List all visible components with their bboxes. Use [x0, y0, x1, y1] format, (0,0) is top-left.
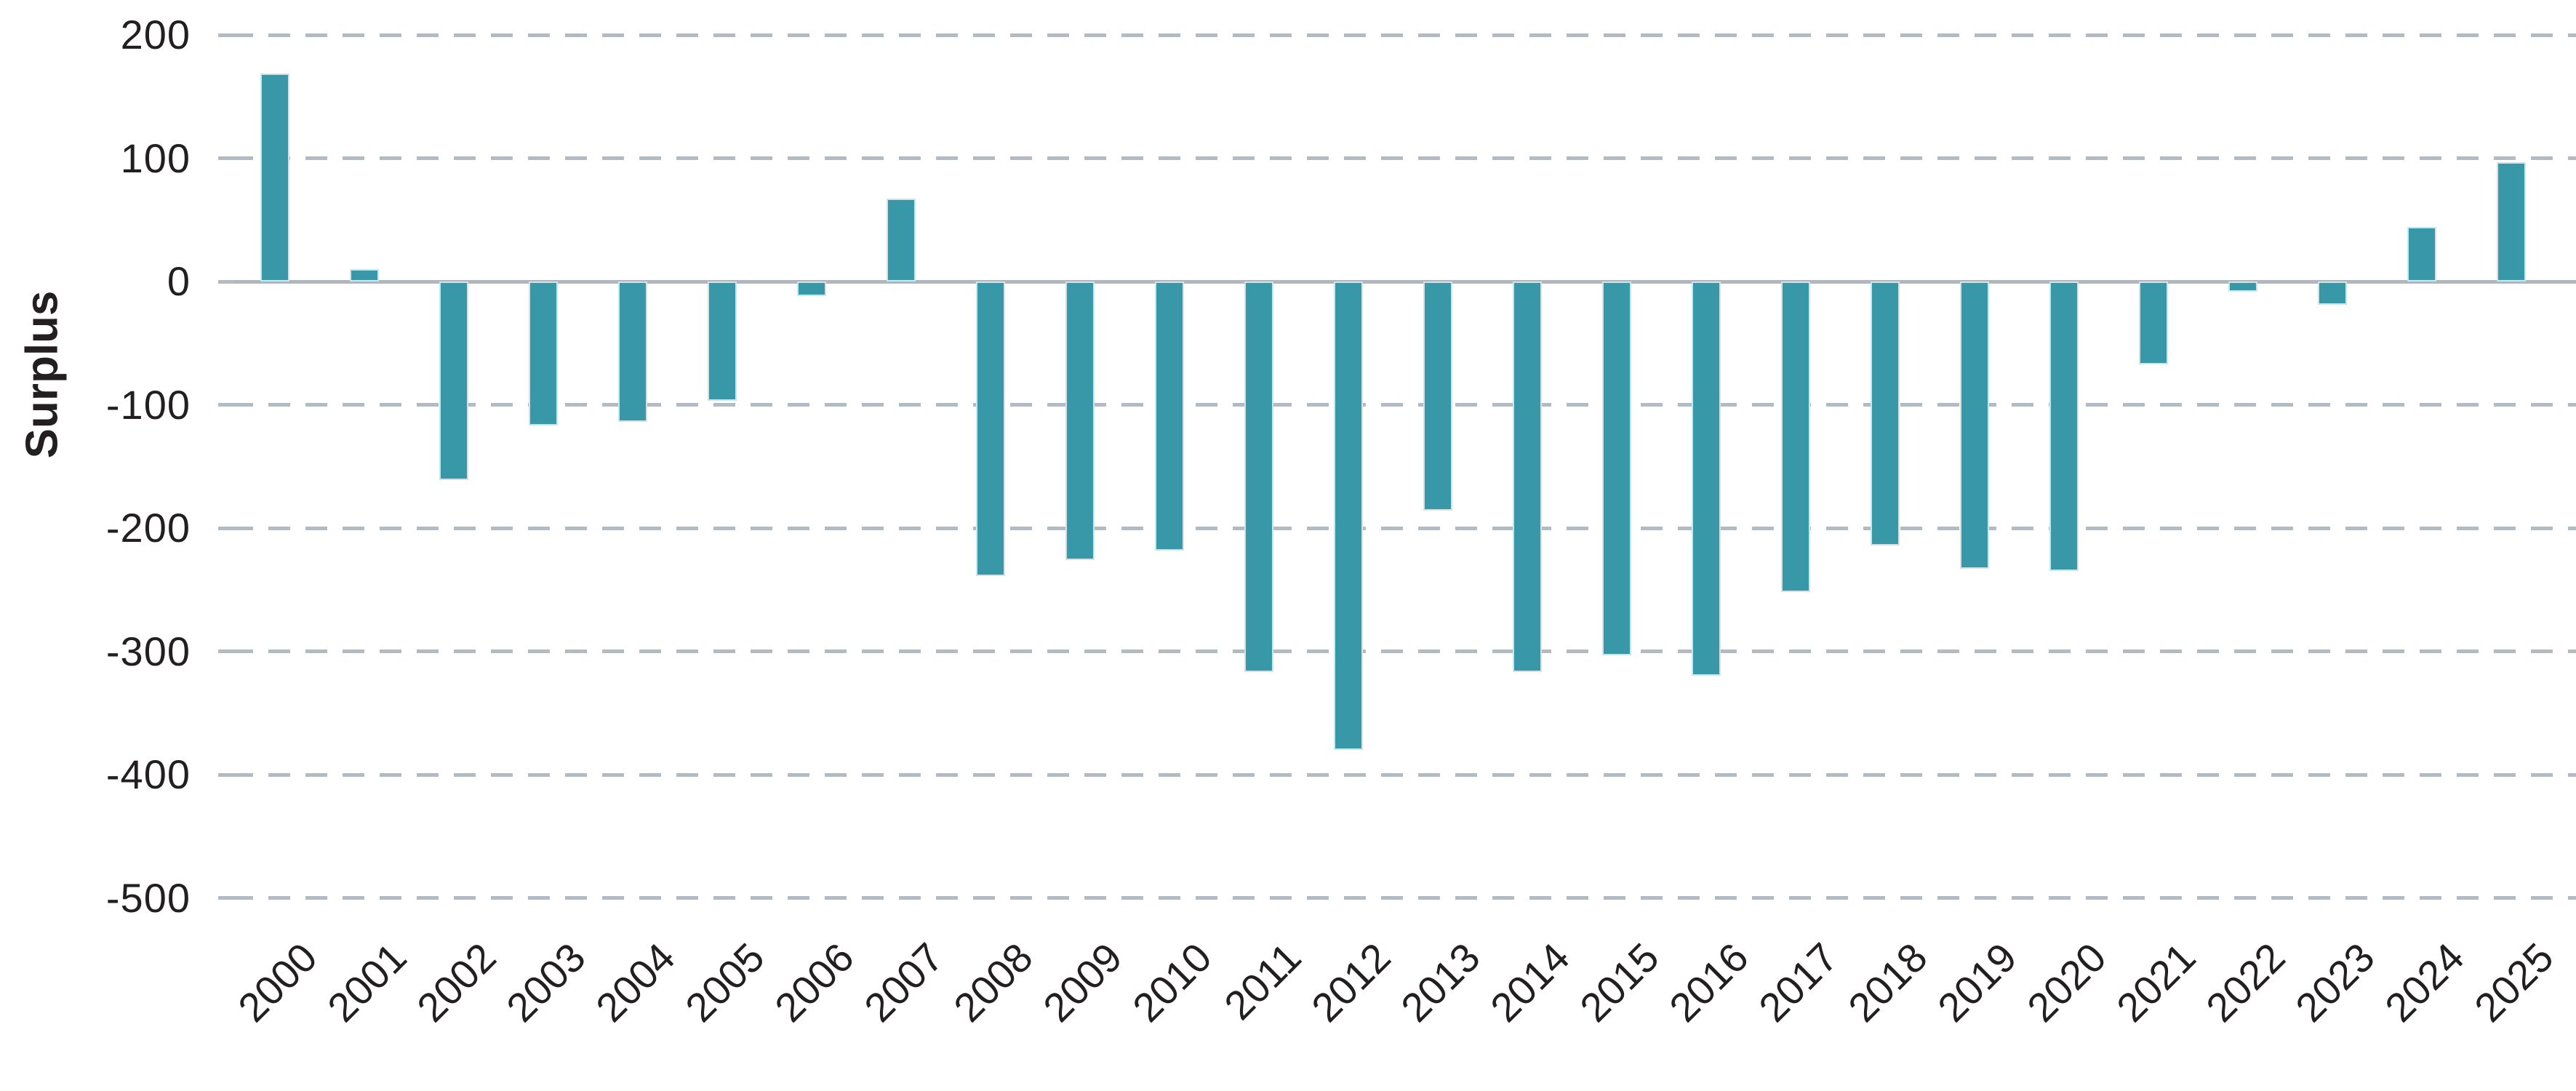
- y-tick-label--500: -500: [105, 874, 191, 921]
- y-tick-mark--400: [218, 772, 234, 777]
- y-tick-label-0: 0: [167, 258, 191, 304]
- y-tick-mark--500: [218, 896, 234, 900]
- bar-2006: [796, 281, 826, 297]
- x-tick-label-2025: 2025: [2465, 934, 2562, 1031]
- gridline-y--100: [231, 403, 2576, 407]
- x-tick-label-2009: 2009: [1033, 934, 1131, 1031]
- bar-2001: [349, 269, 379, 281]
- bar-2003: [528, 281, 558, 426]
- x-tick-label-2005: 2005: [676, 934, 773, 1031]
- x-tick-label-2004: 2004: [586, 934, 684, 1031]
- bar-2010: [1154, 281, 1184, 551]
- x-tick-label-2013: 2013: [1391, 934, 1489, 1031]
- gridline-y-200: [231, 33, 2576, 37]
- x-tick-label-2008: 2008: [944, 934, 1041, 1031]
- y-tick-label-200: 200: [120, 12, 191, 57]
- x-tick-label-2024: 2024: [2376, 934, 2473, 1031]
- bar-2005: [707, 281, 737, 401]
- bar-2004: [617, 281, 647, 423]
- y-tick-mark--300: [218, 650, 234, 653]
- x-tick-label-2020: 2020: [2017, 934, 2115, 1031]
- x-tick-label-2017: 2017: [1749, 934, 1847, 1031]
- x-tick-label-2003: 2003: [497, 934, 594, 1031]
- y-axis-title: Surplus: [17, 290, 68, 459]
- bar-2016: [1691, 281, 1721, 676]
- bar-2011: [1244, 281, 1273, 673]
- y-tick-label-100: 100: [120, 135, 191, 181]
- gridline-y--400: [231, 772, 2576, 777]
- x-tick-label-2012: 2012: [1302, 934, 1399, 1031]
- y-tick-mark--100: [218, 403, 234, 407]
- y-tick-mark--200: [218, 526, 234, 530]
- x-tick-label-2011: 2011: [1215, 934, 1310, 1028]
- y-tick-mark-100: [218, 156, 234, 160]
- bar-2018: [1870, 281, 1900, 546]
- bar-2023: [2317, 281, 2347, 305]
- bar-2008: [975, 281, 1005, 577]
- gridline-y--500: [231, 896, 2576, 900]
- bar-2020: [2049, 281, 2079, 572]
- zero-axis-line: [231, 279, 2576, 284]
- x-tick-label-2000: 2000: [228, 934, 326, 1031]
- bar-2012: [1333, 281, 1363, 751]
- x-tick-label-2014: 2014: [1481, 934, 1578, 1031]
- x-tick-label-2001: 2001: [318, 934, 415, 1031]
- x-tick-label-2018: 2018: [1839, 934, 1936, 1031]
- bar-2009: [1065, 281, 1095, 561]
- bar-2015: [1601, 281, 1631, 655]
- bar-2002: [439, 281, 468, 480]
- bar-2007: [886, 199, 916, 281]
- x-tick-label-2002: 2002: [407, 934, 505, 1031]
- x-tick-label-2021: 2021: [2107, 934, 2204, 1031]
- x-tick-label-2023: 2023: [2287, 934, 2383, 1031]
- x-tick-label-2019: 2019: [1928, 934, 2025, 1031]
- bar-2021: [2138, 281, 2168, 364]
- y-tick-mark-0: [218, 279, 234, 284]
- bar-2025: [2497, 161, 2526, 281]
- bar-2022: [2228, 281, 2257, 292]
- bar-2013: [1423, 281, 1452, 511]
- bar-2024: [2407, 227, 2436, 281]
- x-tick-label-2022: 2022: [2197, 934, 2294, 1031]
- x-tick-label-2006: 2006: [765, 934, 863, 1031]
- y-tick-label--200: -200: [105, 505, 191, 551]
- gridline-y-100: [231, 156, 2576, 160]
- bar-2017: [1780, 281, 1810, 593]
- y-tick-label--100: -100: [105, 381, 191, 428]
- bar-2000: [260, 73, 289, 281]
- x-tick-label-2010: 2010: [1123, 934, 1220, 1031]
- x-tick-label-2016: 2016: [1660, 934, 1757, 1031]
- x-tick-label-2007: 2007: [855, 934, 952, 1031]
- gridline-y--300: [231, 650, 2576, 653]
- y-tick-label--300: -300: [105, 628, 191, 674]
- y-tick-mark-200: [218, 33, 234, 37]
- bar-2019: [1959, 281, 1989, 569]
- x-tick-label-2015: 2015: [1570, 934, 1668, 1031]
- gridline-y--200: [231, 526, 2576, 530]
- y-tick-label--400: -400: [105, 751, 191, 797]
- bar-2014: [1512, 281, 1542, 673]
